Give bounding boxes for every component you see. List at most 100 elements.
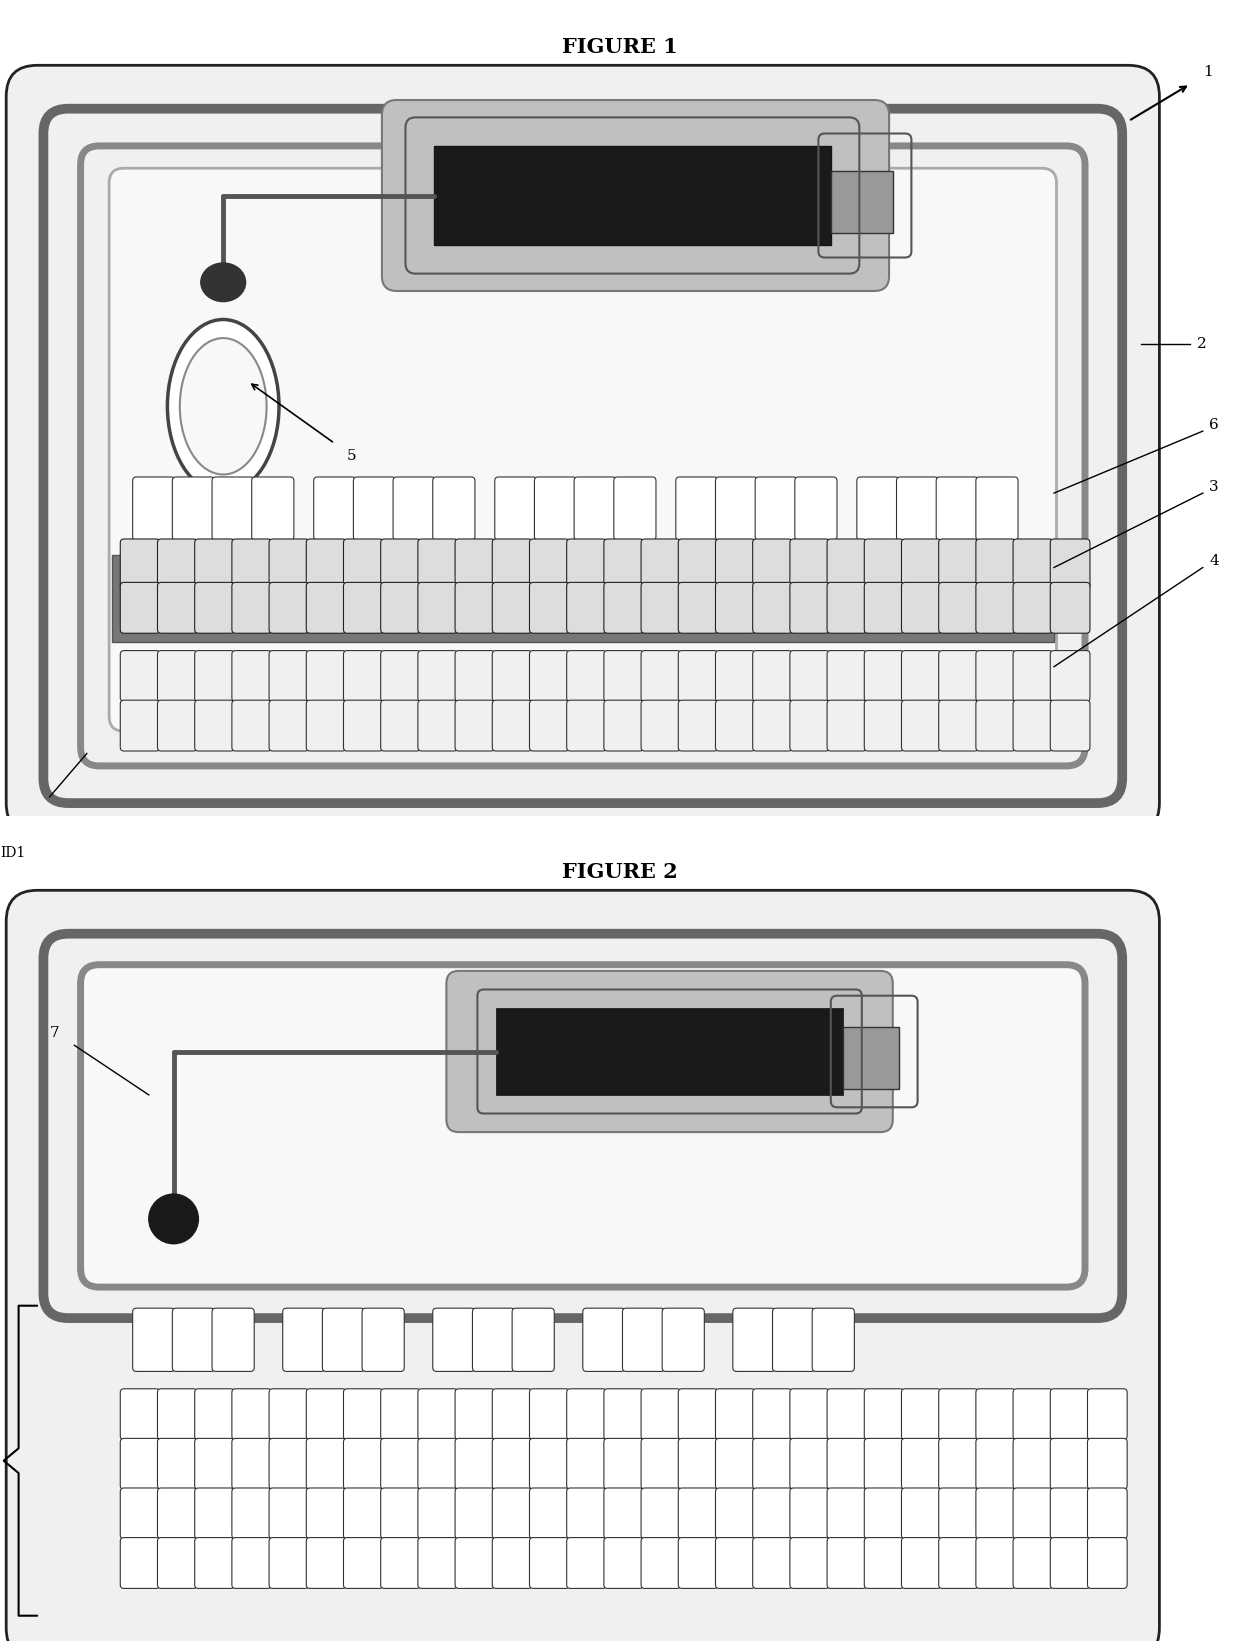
Text: FIGURE 1: FIGURE 1: [562, 36, 678, 56]
FancyBboxPatch shape: [662, 1308, 704, 1371]
FancyBboxPatch shape: [269, 1488, 309, 1539]
FancyBboxPatch shape: [418, 650, 458, 701]
Ellipse shape: [167, 320, 279, 493]
FancyBboxPatch shape: [232, 700, 272, 751]
FancyBboxPatch shape: [343, 1488, 383, 1539]
Text: 7: 7: [50, 1026, 60, 1040]
FancyBboxPatch shape: [1050, 1389, 1090, 1439]
FancyBboxPatch shape: [529, 1538, 569, 1589]
FancyBboxPatch shape: [1013, 1538, 1053, 1589]
FancyBboxPatch shape: [157, 1538, 197, 1589]
FancyBboxPatch shape: [306, 650, 346, 701]
FancyBboxPatch shape: [381, 1439, 420, 1490]
FancyBboxPatch shape: [418, 1488, 458, 1539]
FancyBboxPatch shape: [195, 1439, 234, 1490]
FancyBboxPatch shape: [901, 650, 941, 701]
FancyBboxPatch shape: [381, 700, 420, 751]
FancyBboxPatch shape: [1050, 650, 1090, 701]
Ellipse shape: [180, 338, 267, 475]
FancyBboxPatch shape: [120, 582, 160, 634]
FancyBboxPatch shape: [753, 1538, 792, 1589]
FancyBboxPatch shape: [1013, 650, 1053, 701]
FancyBboxPatch shape: [306, 540, 346, 589]
FancyBboxPatch shape: [715, 582, 755, 634]
FancyBboxPatch shape: [827, 540, 867, 589]
FancyBboxPatch shape: [195, 1389, 234, 1439]
FancyBboxPatch shape: [1013, 1488, 1053, 1539]
FancyBboxPatch shape: [976, 650, 1016, 701]
FancyBboxPatch shape: [827, 700, 867, 751]
FancyBboxPatch shape: [157, 1439, 197, 1490]
FancyBboxPatch shape: [1087, 1389, 1127, 1439]
FancyBboxPatch shape: [1013, 540, 1053, 589]
FancyBboxPatch shape: [418, 540, 458, 589]
FancyBboxPatch shape: [269, 650, 309, 701]
FancyBboxPatch shape: [120, 650, 160, 701]
FancyBboxPatch shape: [381, 1389, 420, 1439]
FancyBboxPatch shape: [939, 1439, 978, 1490]
FancyBboxPatch shape: [492, 700, 532, 751]
FancyBboxPatch shape: [753, 1389, 792, 1439]
FancyBboxPatch shape: [418, 1389, 458, 1439]
FancyBboxPatch shape: [433, 1308, 475, 1371]
FancyBboxPatch shape: [455, 700, 495, 751]
Text: 5: 5: [347, 449, 357, 464]
FancyBboxPatch shape: [492, 1389, 532, 1439]
FancyBboxPatch shape: [678, 1389, 718, 1439]
FancyBboxPatch shape: [1050, 700, 1090, 751]
FancyBboxPatch shape: [133, 477, 175, 540]
FancyBboxPatch shape: [641, 1538, 681, 1589]
FancyBboxPatch shape: [492, 1488, 532, 1539]
FancyBboxPatch shape: [715, 1538, 755, 1589]
FancyBboxPatch shape: [269, 1389, 309, 1439]
FancyBboxPatch shape: [976, 540, 1016, 589]
FancyBboxPatch shape: [529, 1488, 569, 1539]
FancyBboxPatch shape: [641, 1389, 681, 1439]
FancyBboxPatch shape: [678, 1439, 718, 1490]
FancyBboxPatch shape: [283, 1308, 325, 1371]
FancyBboxPatch shape: [790, 540, 830, 589]
FancyBboxPatch shape: [455, 1439, 495, 1490]
FancyBboxPatch shape: [157, 650, 197, 701]
FancyBboxPatch shape: [252, 477, 294, 540]
FancyBboxPatch shape: [604, 582, 644, 634]
Text: 6: 6: [1209, 417, 1219, 432]
FancyBboxPatch shape: [790, 650, 830, 701]
FancyBboxPatch shape: [976, 700, 1016, 751]
FancyBboxPatch shape: [1050, 540, 1090, 589]
FancyBboxPatch shape: [306, 1488, 346, 1539]
FancyBboxPatch shape: [753, 1439, 792, 1490]
FancyBboxPatch shape: [790, 582, 830, 634]
FancyBboxPatch shape: [120, 1538, 160, 1589]
FancyBboxPatch shape: [678, 540, 718, 589]
FancyBboxPatch shape: [232, 540, 272, 589]
FancyBboxPatch shape: [269, 540, 309, 589]
FancyBboxPatch shape: [715, 540, 755, 589]
FancyBboxPatch shape: [641, 1488, 681, 1539]
FancyBboxPatch shape: [418, 1538, 458, 1589]
FancyBboxPatch shape: [827, 1389, 867, 1439]
FancyBboxPatch shape: [343, 650, 383, 701]
FancyBboxPatch shape: [733, 1308, 775, 1371]
FancyBboxPatch shape: [567, 1488, 606, 1539]
FancyBboxPatch shape: [212, 1308, 254, 1371]
FancyBboxPatch shape: [343, 1439, 383, 1490]
FancyBboxPatch shape: [939, 540, 978, 589]
FancyBboxPatch shape: [306, 582, 346, 634]
Bar: [496, 1008, 843, 1096]
FancyBboxPatch shape: [1013, 1389, 1053, 1439]
FancyBboxPatch shape: [269, 1439, 309, 1490]
FancyBboxPatch shape: [790, 1538, 830, 1589]
FancyBboxPatch shape: [433, 477, 475, 540]
FancyBboxPatch shape: [455, 650, 495, 701]
FancyBboxPatch shape: [455, 1488, 495, 1539]
FancyBboxPatch shape: [567, 650, 606, 701]
FancyBboxPatch shape: [604, 700, 644, 751]
FancyBboxPatch shape: [901, 540, 941, 589]
FancyBboxPatch shape: [790, 700, 830, 751]
FancyBboxPatch shape: [827, 1488, 867, 1539]
FancyBboxPatch shape: [827, 650, 867, 701]
FancyBboxPatch shape: [753, 1488, 792, 1539]
FancyBboxPatch shape: [172, 477, 215, 540]
FancyBboxPatch shape: [939, 1488, 978, 1539]
